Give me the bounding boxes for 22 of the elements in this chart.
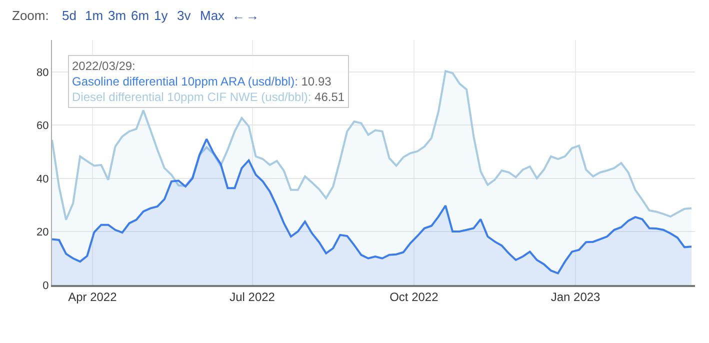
x-tick-label: Jan 2023 xyxy=(550,290,601,304)
annotation: Diesel differential 10ppm CIF NWE (usd/bbl): 46.51 xyxy=(72,90,345,104)
y-tick-label: 80 xyxy=(36,66,49,79)
annotation: 2022/03/29: xyxy=(72,59,136,73)
text: Max xyxy=(200,8,226,23)
text: Zoom: xyxy=(12,8,49,23)
x-tick-label: Oct 2022 xyxy=(390,290,439,304)
text: ← xyxy=(232,8,245,23)
text: 1y xyxy=(154,8,168,23)
text: 5d xyxy=(62,8,76,23)
text: 6m xyxy=(131,8,150,23)
x-tick-label: Jul 2022 xyxy=(230,290,276,304)
text: 1m xyxy=(85,8,104,23)
text: → xyxy=(246,8,259,23)
annotation: Gasoline differential 10ppm ARA (usd/bbl): 10.93 xyxy=(72,74,332,89)
text: 3m xyxy=(108,8,126,23)
y-tick-label: 20 xyxy=(36,226,49,239)
y-tick-label: 0 xyxy=(42,280,49,292)
y-tick-label: 40 xyxy=(36,173,49,186)
y-tick-label: 60 xyxy=(36,120,49,132)
text: 3v xyxy=(177,8,192,23)
x-tick-label: Apr 2022 xyxy=(68,290,118,304)
